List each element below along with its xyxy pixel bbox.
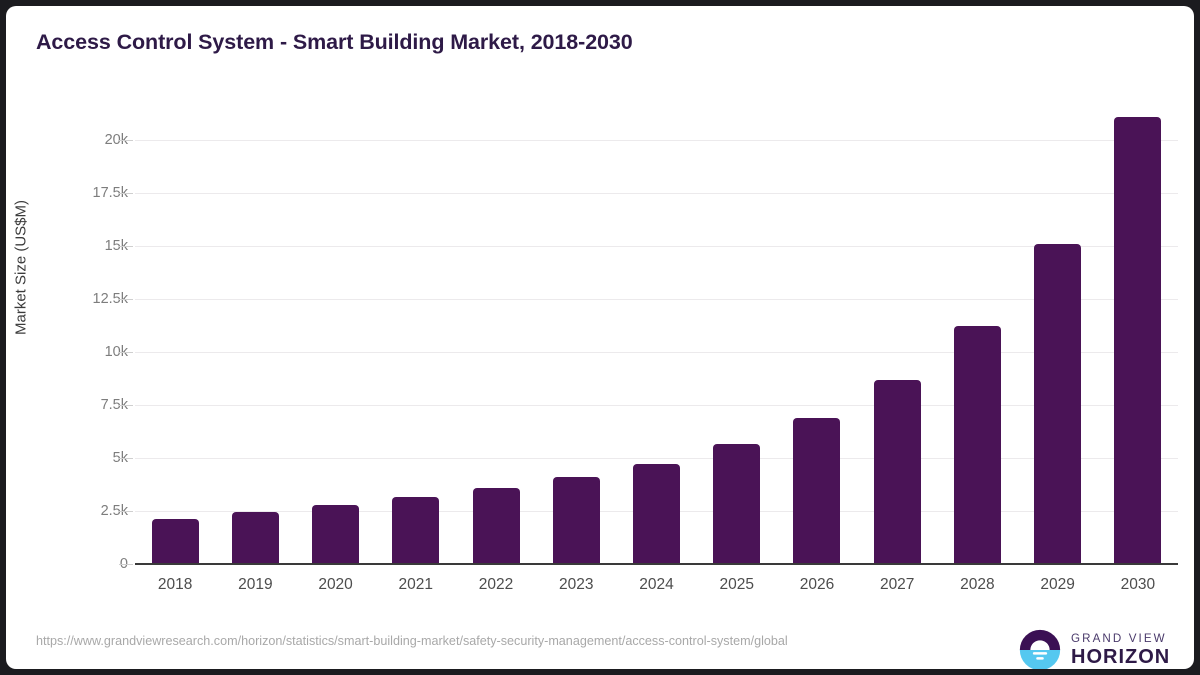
bar[interactable]	[713, 444, 761, 564]
y-axis-title: Market Size (US$M)	[12, 199, 30, 336]
y-tick-mark	[119, 299, 133, 300]
gridline	[135, 299, 1178, 300]
y-tick-mark	[119, 140, 133, 141]
bar[interactable]	[953, 325, 1001, 564]
bar[interactable]	[1034, 243, 1082, 564]
horizon-logo-icon	[1019, 629, 1061, 669]
gridline	[135, 246, 1178, 247]
x-tick-label: 2026	[799, 576, 835, 593]
bar[interactable]	[552, 477, 600, 564]
y-tick-label: 17.5k	[92, 185, 128, 201]
x-tick-label: 2020	[318, 576, 353, 593]
gridline	[135, 352, 1178, 353]
x-tick-label: 2025	[719, 576, 754, 593]
x-tick-label: 2018	[157, 576, 193, 593]
y-tick-label: 12.5k	[92, 291, 128, 307]
x-tick-label: 2030	[1120, 576, 1156, 593]
bar[interactable]	[312, 504, 360, 564]
y-tick-mark	[119, 352, 133, 353]
bar[interactable]	[151, 519, 199, 564]
y-tick-mark	[119, 511, 133, 512]
source-url[interactable]: https://www.grandviewresearch.com/horizo…	[36, 634, 788, 648]
gridline	[135, 405, 1178, 406]
bar[interactable]	[231, 512, 279, 564]
x-tick-label: 2024	[639, 576, 674, 593]
gridline	[135, 458, 1178, 459]
chart-card: Access Control System - Smart Building M…	[6, 6, 1194, 669]
x-tick-label: 2028	[960, 576, 995, 593]
x-tick-label: 2019	[238, 576, 273, 593]
x-tick-label: 2023	[559, 576, 594, 593]
bar[interactable]	[392, 497, 440, 564]
brand-logo: GRAND VIEW HORIZON	[1019, 627, 1171, 669]
bar-series	[135, 116, 1178, 564]
x-tick-label: 2021	[398, 576, 434, 593]
y-tick-label: 2.5k	[100, 503, 128, 519]
y-tick-mark	[119, 405, 133, 406]
bar[interactable]	[1114, 116, 1162, 564]
gridline	[135, 193, 1178, 194]
plot-area	[135, 116, 1178, 565]
page-title: Access Control System - Smart Building M…	[36, 30, 633, 54]
logo-line-2: HORIZON	[1071, 646, 1171, 668]
y-tick-mark	[119, 193, 133, 194]
y-tick-mark	[119, 458, 133, 459]
gridline	[135, 140, 1178, 141]
bar[interactable]	[793, 417, 841, 564]
y-tick-mark	[119, 246, 133, 247]
y-tick-label: 10k	[104, 344, 128, 360]
logo-line-1: GRAND VIEW	[1071, 632, 1167, 645]
logo-wordmark: GRAND VIEW HORIZON	[1071, 631, 1170, 668]
bar[interactable]	[472, 487, 520, 564]
x-tick-label: 2027	[879, 576, 915, 593]
x-axis-line	[135, 563, 1178, 565]
bar[interactable]	[633, 464, 680, 564]
y-tick-mark	[119, 564, 133, 565]
x-tick-label: 2029	[1040, 576, 1075, 593]
y-tick-label: 20k	[104, 132, 128, 148]
chart-plot-wrapper: Market Size (US$M) 0 2.5k 5k 7.5k 10k 12.5k 15…	[6, 6, 1194, 669]
y-tick-label: 15k	[104, 238, 128, 254]
y-tick-label: 7.5k	[100, 397, 128, 413]
x-tick-label: 2022	[478, 576, 514, 593]
bar[interactable]	[873, 379, 921, 564]
